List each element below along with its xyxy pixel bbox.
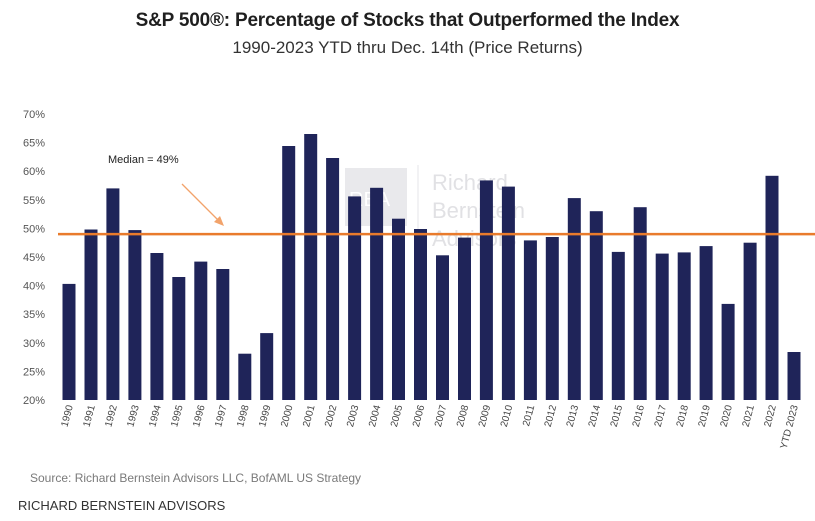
x-tick-label: 2018 — [675, 404, 691, 429]
bar-2008 — [458, 237, 471, 400]
y-tick-label: 25% — [23, 366, 45, 378]
x-tick-label: 2004 — [367, 404, 383, 429]
x-tick-label: 1993 — [125, 404, 141, 429]
bar-2022 — [765, 175, 779, 400]
y-tick-label: 30% — [23, 338, 45, 350]
y-tick-label: 20% — [23, 395, 45, 407]
bar-2021 — [743, 242, 757, 400]
bar-1991 — [84, 229, 98, 400]
x-tick-label: 2005 — [389, 404, 405, 429]
bar-1995 — [172, 277, 186, 400]
bar-2014 — [589, 211, 603, 400]
bar-2012 — [545, 237, 559, 400]
bar-2015 — [611, 251, 625, 400]
x-tick-label: 1994 — [147, 404, 163, 429]
x-tick-label: 2012 — [543, 404, 559, 429]
x-tick-label: 1990 — [60, 404, 76, 429]
x-tick-label: 2006 — [411, 404, 427, 429]
bar-1993 — [128, 230, 142, 400]
bar-2007 — [436, 255, 449, 400]
x-tick-label: 2014 — [587, 404, 603, 429]
bar-2010 — [501, 186, 515, 400]
y-axis: 20% 25% 30% 35% 40% 45% 50% 55% 60% 65% 70% — [23, 109, 45, 407]
bar-1994 — [150, 253, 164, 400]
bar-2005 — [392, 218, 405, 400]
y-tick-label: 60% — [23, 166, 45, 178]
x-tick-label: 2003 — [345, 404, 361, 429]
bar-1996 — [194, 261, 208, 400]
x-tick-label: 1998 — [235, 404, 251, 429]
x-tick-label: 2021 — [741, 404, 757, 429]
bar-2004 — [370, 187, 384, 400]
bar-2019 — [699, 246, 713, 400]
bar-2009 — [479, 180, 493, 400]
y-tick-label: 65% — [23, 138, 45, 150]
x-tick-label: 2016 — [631, 404, 647, 429]
bar-1990 — [62, 283, 76, 400]
x-tick-label: 2007 — [433, 404, 449, 429]
bar-2000 — [282, 146, 296, 400]
bar-1998 — [238, 353, 252, 400]
x-tick-label: 2013 — [565, 404, 581, 429]
y-tick-label: 45% — [23, 252, 45, 264]
chart-subtitle: 1990-2023 YTD thru Dec. 14th (Price Retu… — [232, 38, 583, 57]
x-tick-label: 1995 — [169, 404, 185, 429]
x-tick-label: 2022 — [763, 404, 779, 429]
chart-title: S&P 500®: Percentage of Stocks that Outp… — [135, 10, 680, 31]
x-tick-label: 2008 — [455, 404, 471, 429]
x-tick-label: 2017 — [653, 404, 669, 429]
x-tick-label: YTD 2023 — [779, 404, 801, 451]
x-tick-label: 2002 — [323, 404, 339, 429]
median-arrow-shaft — [181, 183, 221, 223]
x-tick-label: 1996 — [191, 404, 207, 429]
bar-2011 — [523, 240, 537, 400]
y-tick-label: 40% — [23, 281, 45, 293]
bar-2016 — [633, 207, 647, 400]
bar-2018 — [677, 252, 691, 400]
x-tick-label: 1991 — [82, 404, 98, 429]
bar-1999 — [260, 333, 274, 400]
bar-ytd-2023 — [787, 352, 801, 400]
x-tick-label: 1999 — [257, 404, 273, 429]
x-tick-label: 2010 — [499, 404, 515, 429]
bar-2013 — [567, 198, 581, 400]
bar-2002 — [326, 158, 340, 400]
x-tick-label: 1992 — [103, 404, 119, 429]
x-tick-label: 2000 — [279, 404, 295, 429]
x-tick-label: 2019 — [697, 404, 713, 429]
chart-area: RBA Richard Bernstein Advisors 20%25%30%… — [23, 109, 815, 451]
y-tick-label: 70% — [23, 109, 45, 121]
bar-2006 — [414, 229, 427, 400]
median-group: Median = 49% — [58, 154, 815, 236]
y-tick-label: 35% — [23, 309, 45, 321]
y-tick-label: 50% — [23, 223, 45, 235]
y-tick-label: 55% — [23, 195, 45, 207]
bar-1997 — [216, 269, 230, 400]
x-tick-label: 2020 — [719, 404, 735, 429]
x-tick-label: 2015 — [609, 404, 625, 429]
x-tick-label: 1997 — [213, 404, 229, 429]
bar-1992 — [106, 188, 120, 400]
x-axis: 1990 1991 1992 1993 1994 1995 1996 1997 1998 1999… — [60, 404, 801, 451]
x-tick-label: 2001 — [301, 404, 317, 429]
bar-2001 — [304, 134, 318, 400]
footer-brand: RICHARD BERNSTEIN ADVISORS — [18, 498, 226, 513]
median-label: Median = 49% — [108, 154, 179, 166]
x-tick-label: 2009 — [477, 404, 493, 429]
source-note: Source: Richard Bernstein Advisors LLC, … — [30, 471, 362, 485]
bar-2003 — [348, 196, 362, 400]
x-tick-label: 2011 — [521, 404, 537, 428]
bar-2017 — [655, 253, 669, 400]
median-arrow-head — [214, 216, 224, 226]
watermark-line-1: Richard — [432, 170, 508, 195]
bar-2020 — [721, 303, 735, 400]
